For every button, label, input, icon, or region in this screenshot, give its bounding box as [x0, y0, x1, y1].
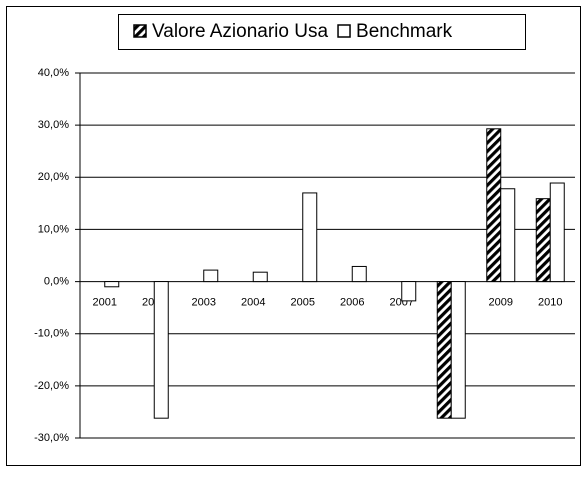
y-tick-label: 0,0%: [44, 275, 69, 287]
legend-label: Valore Azionario Usa: [152, 21, 328, 42]
bar: [486, 128, 502, 283]
bar: [450, 281, 466, 419]
bar: [500, 188, 516, 283]
bar: [351, 265, 367, 283]
x-tick-label: 2005: [291, 296, 315, 308]
bar: [104, 281, 120, 288]
x-tick-label: 2010: [538, 296, 562, 308]
x-tick-label: 2009: [489, 296, 513, 308]
x-tick-label: 2006: [340, 296, 364, 308]
legend-swatch: [133, 24, 147, 38]
bar: [436, 281, 452, 419]
x-tick-label: 2004: [241, 296, 265, 308]
bar: [535, 198, 551, 283]
legend-box: [118, 14, 526, 50]
y-tick-label: 40,0%: [38, 67, 69, 79]
y-tick-label: 20,0%: [38, 171, 69, 183]
bar: [203, 269, 219, 283]
y-tick-label: 10,0%: [38, 223, 69, 235]
y-tick-label: -10,0%: [34, 328, 69, 340]
bar: [401, 281, 417, 302]
y-tick-label: -30,0%: [34, 432, 69, 444]
bar: [252, 271, 268, 283]
bar: [549, 182, 565, 283]
y-tick-label: 30,0%: [38, 119, 69, 131]
legend-swatch: [337, 24, 351, 38]
x-tick-label: 2001: [93, 296, 117, 308]
legend-label: Benchmark: [356, 21, 453, 42]
y-tick-label: -20,0%: [34, 380, 69, 392]
chart-border: [6, 6, 581, 466]
bar: [153, 281, 169, 419]
bar: [302, 192, 318, 283]
x-tick-label: 2003: [192, 296, 216, 308]
